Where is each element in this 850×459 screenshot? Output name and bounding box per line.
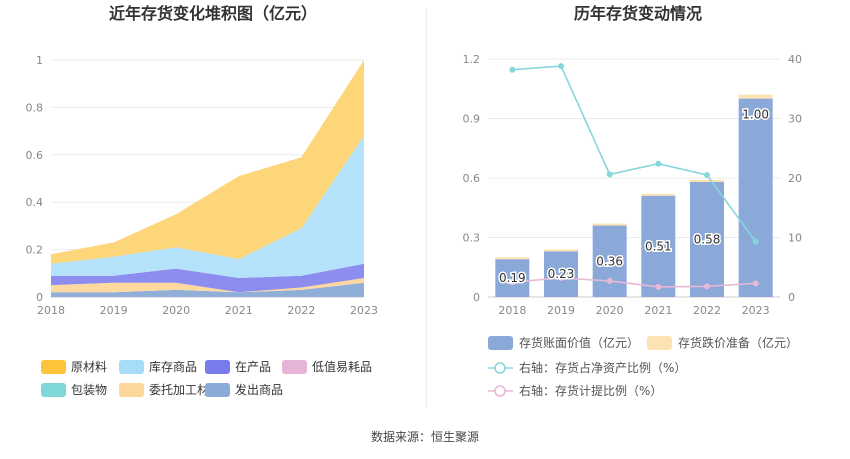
x-tick-label: 2019 bbox=[100, 304, 128, 317]
line-point bbox=[606, 277, 613, 284]
line-point bbox=[558, 274, 564, 281]
bar-data-label: 0.58 bbox=[694, 232, 721, 246]
y-tick-label: 0.4 bbox=[26, 196, 44, 209]
y2-tick-label: 20 bbox=[788, 172, 802, 185]
line-point bbox=[655, 283, 662, 290]
line-point bbox=[704, 283, 710, 290]
x-tick-label: 2020 bbox=[162, 304, 190, 317]
bar-book-value bbox=[690, 181, 724, 297]
bar-impairment bbox=[690, 179, 724, 182]
x-tick-label: 2020 bbox=[596, 304, 624, 317]
y2-tick-label: 30 bbox=[788, 113, 802, 126]
y-tick-label: 0.6 bbox=[463, 172, 481, 185]
line-point bbox=[509, 279, 516, 286]
panel-divider bbox=[426, 8, 427, 408]
y-tick-label: 0.9 bbox=[463, 113, 481, 126]
legend-swatch bbox=[41, 383, 66, 397]
legend-label: 原材料 bbox=[71, 360, 107, 374]
line-point bbox=[509, 66, 516, 73]
stacked-area-chart: 0 0.2 0.4 0.6 0.8 1 2018 2019 2020 2021 2022 2023 原材… bbox=[26, 54, 378, 397]
bar-impairment bbox=[495, 257, 530, 260]
legend-label: 存货跌价准备（亿元） bbox=[678, 335, 798, 350]
area-series-委托加工材料 bbox=[51, 278, 364, 293]
y-tick-label: 0.3 bbox=[463, 232, 481, 245]
legend-marker bbox=[494, 362, 506, 374]
y-tick-label: 0.8 bbox=[26, 101, 44, 114]
x-tick-label: 2021 bbox=[644, 304, 672, 317]
y-tick-label: 1 bbox=[36, 54, 43, 67]
y2-tick-label: 40 bbox=[788, 53, 802, 66]
y-tick-label: 0.6 bbox=[26, 149, 44, 162]
y-tick-label: 0 bbox=[473, 291, 480, 304]
bar-data-label: 1.00 bbox=[742, 108, 769, 122]
bar-data-label: 0.36 bbox=[596, 254, 623, 268]
x-tick-label: 2019 bbox=[547, 304, 575, 317]
legend-swatch bbox=[488, 336, 513, 350]
legend-label: 在产品 bbox=[235, 360, 271, 374]
line-series bbox=[512, 277, 756, 288]
bar-line-chart: 0 0.3 0.6 0.9 1.2 0 10 20 30 40 2018 2019 2020 2021 20… bbox=[463, 53, 803, 398]
legend-swatch bbox=[41, 360, 66, 374]
legend-swatch bbox=[119, 383, 144, 397]
y-tick-label: 0.2 bbox=[26, 244, 44, 257]
legend-swatch bbox=[205, 383, 230, 397]
x-tick-label: 2018 bbox=[498, 304, 526, 317]
bar-impairment bbox=[544, 249, 578, 252]
x-tick-label: 2018 bbox=[37, 304, 65, 317]
bar-data-label: 0.23 bbox=[548, 267, 575, 281]
y2-tick-label: 0 bbox=[788, 291, 795, 304]
bar-data-label: 0.51 bbox=[645, 239, 672, 253]
bar-data-label: 0.19 bbox=[499, 271, 526, 285]
bar-book-value bbox=[544, 251, 578, 297]
area-series-原材料 bbox=[51, 60, 364, 264]
legend-marker bbox=[494, 385, 506, 397]
bar-book-value bbox=[495, 259, 530, 297]
line-point bbox=[752, 238, 759, 245]
y-tick-label: 0 bbox=[36, 291, 43, 304]
x-tick-label: 2022 bbox=[287, 304, 315, 317]
legend-label: 库存商品 bbox=[149, 359, 197, 374]
legend-label: 右轴：存货占净资产比例（%） bbox=[519, 360, 686, 375]
legend-label: 存货账面价值（亿元） bbox=[519, 335, 639, 350]
line-point bbox=[704, 172, 710, 179]
area-series-库存商品 bbox=[51, 135, 364, 278]
y2-tick-label: 10 bbox=[788, 232, 802, 245]
line-point bbox=[558, 63, 564, 70]
bar-impairment bbox=[738, 94, 773, 99]
bar-impairment bbox=[592, 223, 627, 226]
line-point bbox=[752, 280, 759, 287]
left-chart-title: 近年存货变化堆积图（亿元） bbox=[109, 4, 317, 23]
bar-impairment bbox=[641, 193, 676, 196]
line-point bbox=[655, 160, 662, 167]
line-point bbox=[606, 171, 613, 178]
legend-swatch bbox=[205, 360, 230, 374]
legend-swatch bbox=[282, 360, 307, 374]
legend-label: 委托加工材料 bbox=[149, 383, 221, 397]
legend-label: 发出商品 bbox=[235, 382, 283, 397]
area-series-在产品 bbox=[51, 263, 364, 293]
y-tick-label: 1.2 bbox=[463, 53, 481, 66]
x-tick-label: 2023 bbox=[350, 304, 378, 317]
legend-label: 右轴：存货计提比例（%） bbox=[519, 383, 662, 398]
legend-label: 包装物 bbox=[71, 383, 107, 397]
data-source-note: 数据来源：恒生聚源 bbox=[370, 430, 479, 444]
bar-book-value bbox=[738, 98, 773, 298]
legend-label: 低值易耗品 bbox=[312, 359, 372, 374]
legend-swatch bbox=[119, 360, 144, 374]
area-series-发出商品 bbox=[51, 282, 364, 297]
x-tick-label: 2023 bbox=[742, 304, 770, 317]
legend-swatch bbox=[647, 336, 672, 350]
line-series bbox=[512, 65, 757, 243]
x-tick-label: 2022 bbox=[693, 304, 721, 317]
bar-book-value bbox=[592, 225, 627, 297]
right-chart-title: 历年存货变动情况 bbox=[574, 4, 702, 23]
bar-book-value bbox=[641, 195, 676, 297]
x-tick-label: 2021 bbox=[225, 304, 253, 317]
